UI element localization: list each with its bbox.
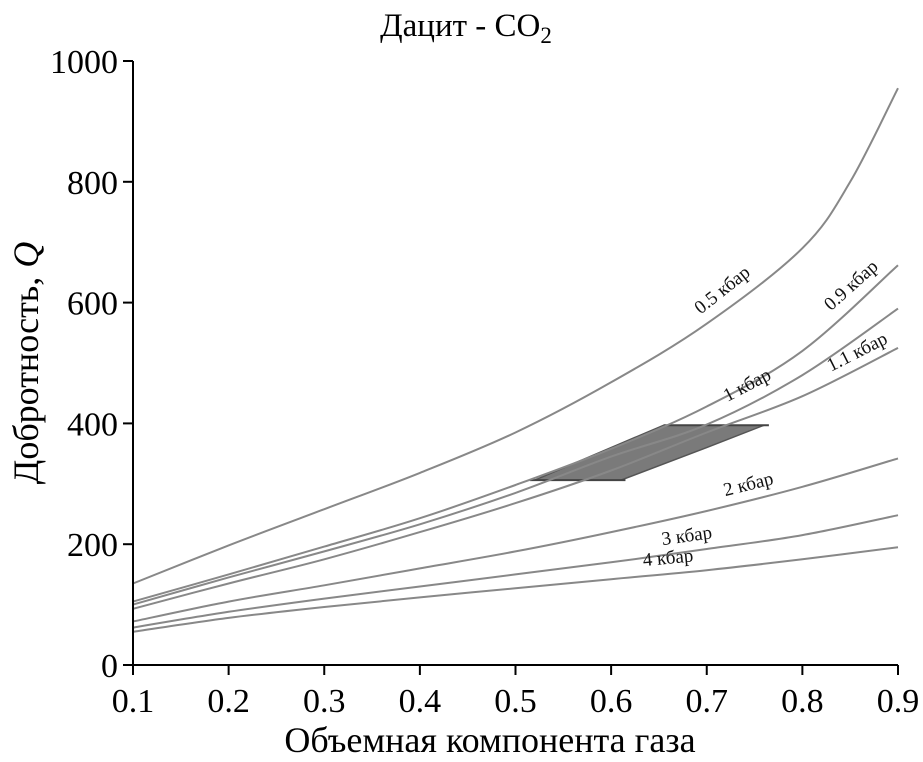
y-tick-label-1: 200 xyxy=(67,527,118,564)
x-tick-label-8: 0.9 xyxy=(877,683,920,720)
chart-title: Дацит - CO2 xyxy=(380,8,552,48)
y-axis-title: Добротность, Q xyxy=(6,242,46,484)
chart-title-subscript: 2 xyxy=(540,23,552,48)
y-tick-label-4: 800 xyxy=(67,165,118,202)
x-tick-label-2: 0.3 xyxy=(303,683,346,720)
x-tick-label-5: 0.6 xyxy=(590,683,633,720)
y-tick-label-2: 400 xyxy=(67,406,118,443)
y-axis-title-main: Добротность, xyxy=(6,268,46,484)
series-lines xyxy=(132,87,899,633)
series-line-2 xyxy=(132,307,899,606)
series-label-6: 4 кбар xyxy=(642,545,694,571)
x-tick-label-4: 0.5 xyxy=(494,683,537,720)
x-tick-label-6: 0.7 xyxy=(686,683,729,720)
series-line-3 xyxy=(132,347,899,610)
series-line-6 xyxy=(132,546,899,633)
x-tick-label-3: 0.4 xyxy=(399,683,442,720)
y-tick-label-0: 0 xyxy=(101,648,118,685)
shaded-region xyxy=(529,424,769,482)
y-tick-label-3: 600 xyxy=(67,286,118,323)
series-label-1: 0.9 кбар xyxy=(820,256,882,315)
series-label-0: 0.5 кбар xyxy=(691,262,755,319)
series-line-1 xyxy=(132,264,899,603)
series-line-5 xyxy=(132,514,899,629)
y-axis-title-symbol: Q xyxy=(6,242,46,268)
x-tick-label-0: 0.1 xyxy=(112,683,155,720)
series-line-4 xyxy=(132,457,899,623)
x-axis-title: Объемная компонента газа xyxy=(284,720,695,760)
x-tick-label-1: 0.2 xyxy=(207,683,250,720)
y-tick-label-5: 1000 xyxy=(50,44,118,81)
series-line-0 xyxy=(132,87,899,585)
y-ticks: 0 200 400 600 800 1000 xyxy=(50,44,133,685)
chart-title-main: Дацит - CO xyxy=(380,8,540,44)
series-label-2: 1 кбар xyxy=(720,364,775,406)
x-ticks: 0.1 0.2 0.3 0.4 0.5 0.6 0.7 0.8 0.9 xyxy=(112,665,920,720)
x-tick-label-7: 0.8 xyxy=(781,683,824,720)
